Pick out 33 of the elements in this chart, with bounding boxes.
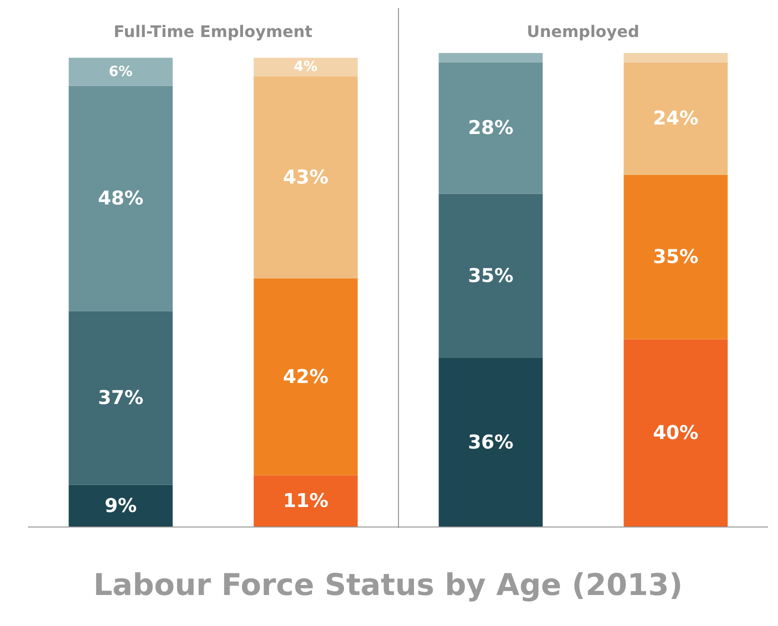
data-label: 24% [652,108,698,130]
bar [438,62,543,194]
bar [624,175,728,340]
bar [68,484,173,527]
data-label: 36% [468,432,514,454]
data-label: 40% [652,422,698,444]
text: Labour Force Status by Age (2013) [92,568,684,603]
data-label: 35% [652,246,698,268]
data-label: 48% [98,187,144,210]
data-label: 6% [108,64,133,80]
bar [438,53,543,62]
text: Full-Time Employment [112,22,314,41]
bar [438,194,543,358]
data-label: 43% [282,166,328,188]
data-label: 42% [282,366,328,388]
bar [254,278,358,476]
text: Unemployed [526,22,640,41]
data-label: 11% [282,490,328,512]
bar [254,76,358,278]
bar [624,339,728,527]
bar [68,58,173,86]
bar [68,311,173,485]
data-label: 9% [104,494,137,517]
data-label: 4% [294,59,318,76]
bar [68,86,173,312]
bar [254,475,358,527]
bar [624,62,728,176]
bar [624,53,728,62]
bar [438,358,543,527]
data-label: 35% [468,264,514,287]
data-label: 28% [468,117,514,140]
bar [254,58,358,76]
data-label: 37% [98,386,144,409]
